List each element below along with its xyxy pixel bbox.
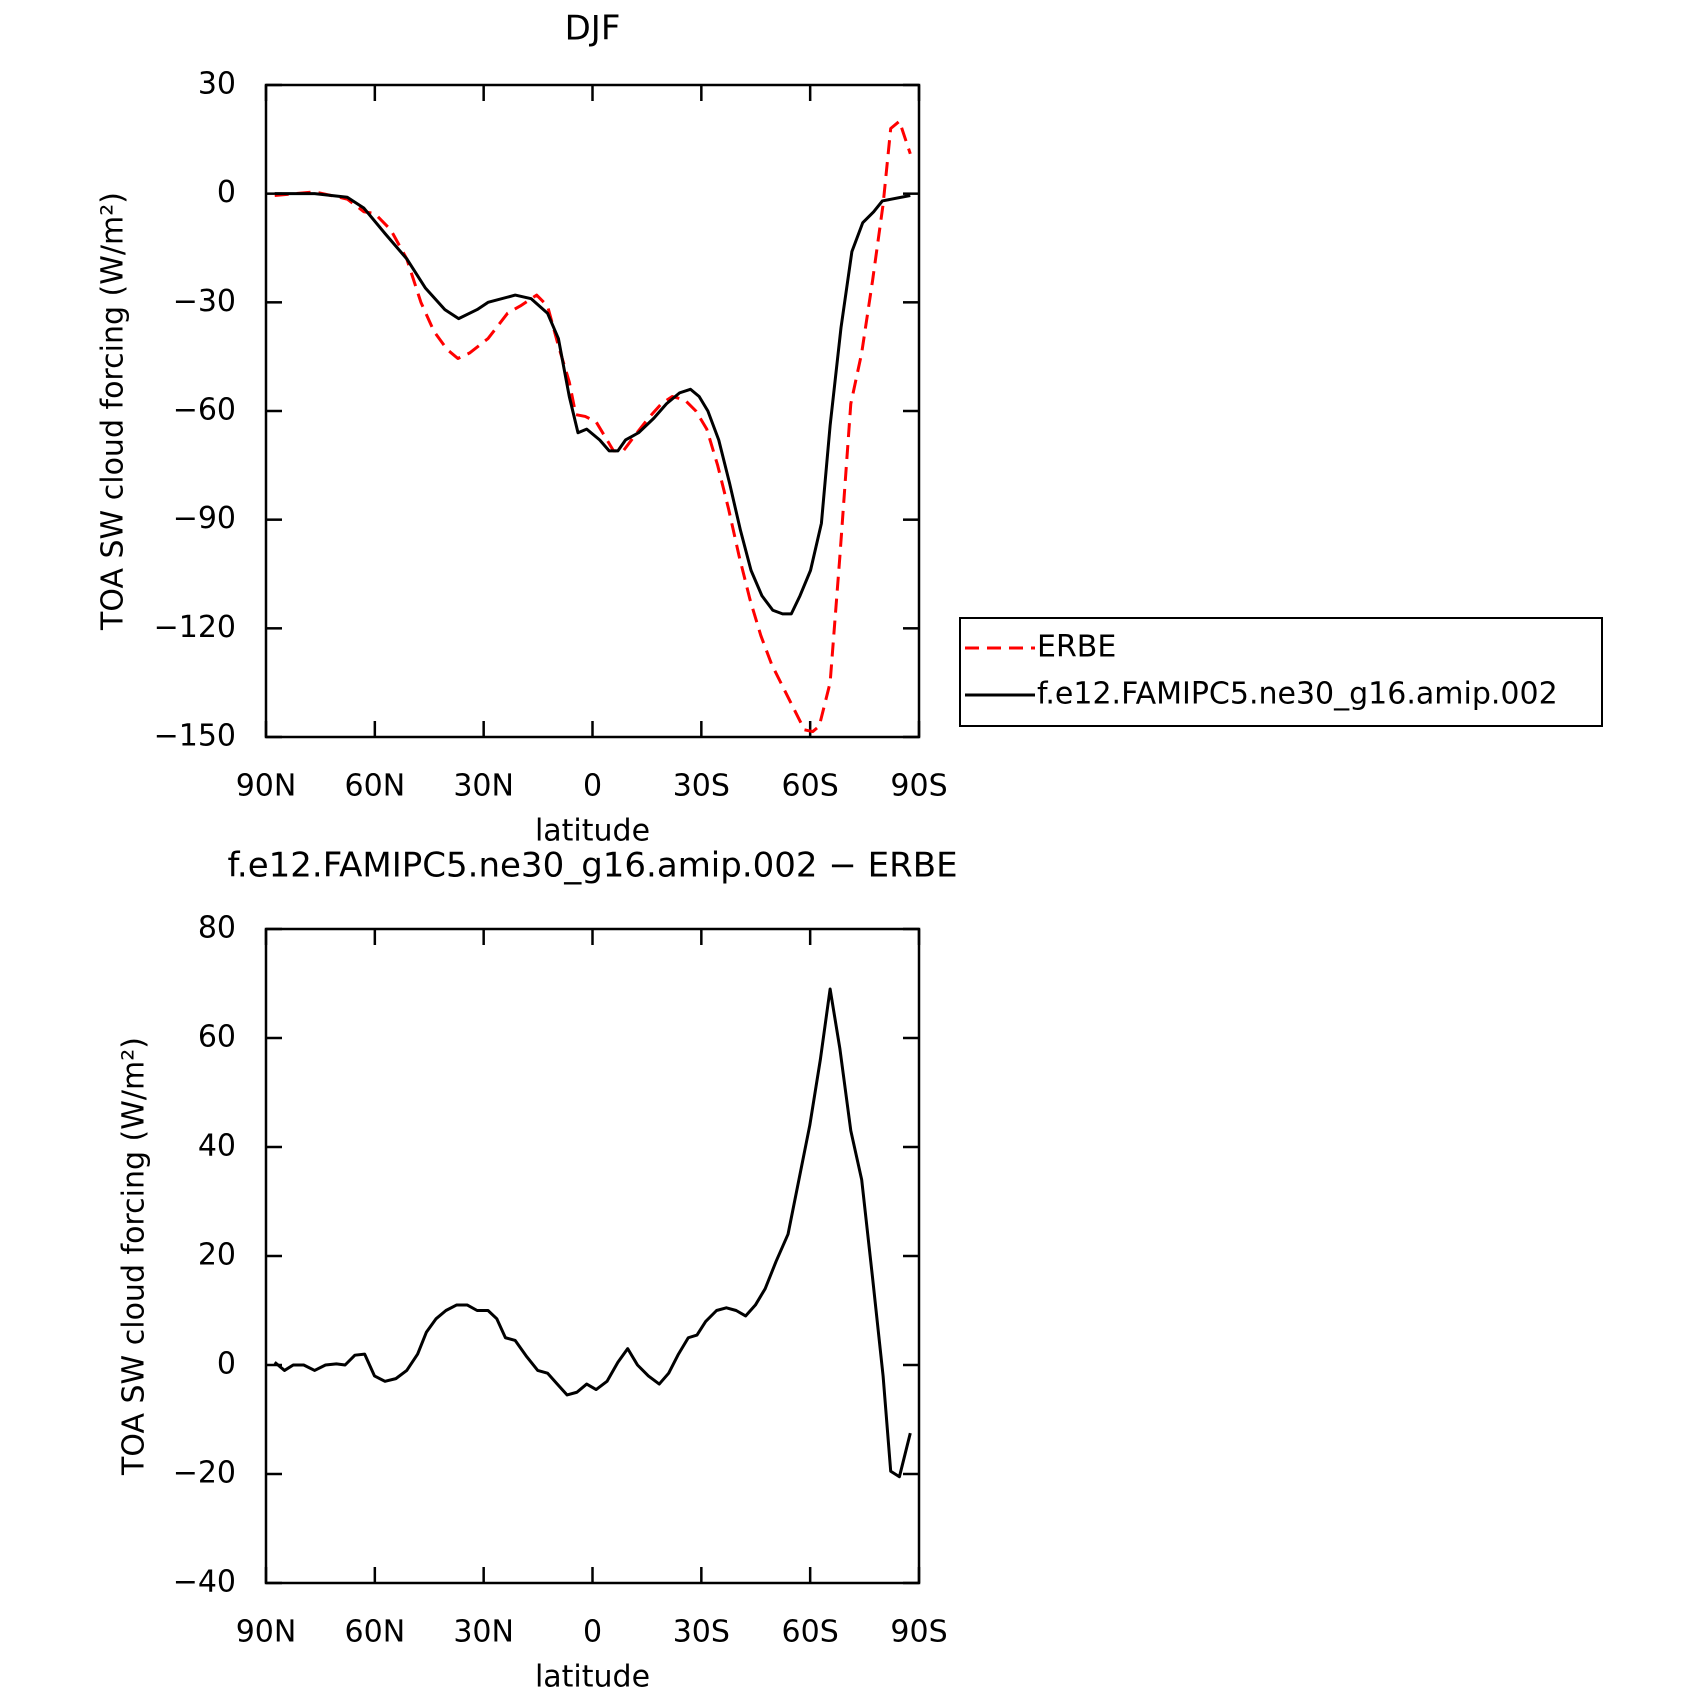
x-axis-label: latitude	[535, 814, 650, 849]
x-tick-label: 0	[583, 769, 602, 804]
chart-title: f.e12.FAMIPC5.ne30_g16.amip.002 − ERBE	[227, 846, 957, 886]
y-tick-label: 60	[198, 1020, 236, 1055]
x-tick-label: 90S	[890, 1615, 947, 1650]
x-tick-label: 0	[583, 1615, 602, 1650]
y-tick-label: 80	[198, 911, 236, 946]
y-tick-label: 0	[217, 175, 236, 210]
chart-title: DJF	[565, 9, 621, 49]
legend-box	[959, 617, 1603, 727]
y-tick-label: −60	[173, 393, 236, 428]
y-axis-label: TOA SW cloud forcing (W/m²)	[96, 192, 131, 631]
plot-frame	[264, 927, 921, 1585]
x-tick-label: 30N	[453, 769, 514, 804]
plot-frame	[264, 83, 921, 739]
x-tick-label: 60N	[345, 769, 406, 804]
series-line	[274, 119, 912, 734]
x-tick-label: 60S	[782, 769, 839, 804]
y-tick-label: −150	[154, 719, 236, 754]
y-tick-label: −90	[173, 501, 236, 536]
x-tick-label: 30S	[673, 769, 730, 804]
legend-label: ERBE	[1037, 630, 1116, 665]
y-tick-label: 30	[198, 67, 236, 102]
y-tick-label: −40	[173, 1565, 236, 1600]
x-tick-label: 60N	[345, 1615, 406, 1650]
series-line	[274, 192, 911, 616]
x-tick-label: 90N	[236, 1615, 297, 1650]
y-tick-label: −20	[173, 1456, 236, 1491]
y-axis-label: TOA SW cloud forcing (W/m²)	[117, 1037, 152, 1476]
y-tick-label: −30	[173, 284, 236, 319]
legend-label: f.e12.FAMIPC5.ne30_g16.amip.002	[1037, 677, 1558, 712]
x-tick-label: 30N	[453, 1615, 514, 1650]
x-tick-label: 30S	[673, 1615, 730, 1650]
x-tick-label: 90S	[890, 769, 947, 804]
x-tick-label: 90N	[236, 769, 297, 804]
y-tick-label: −120	[154, 610, 236, 645]
x-tick-label: 60S	[782, 1615, 839, 1650]
y-tick-label: 40	[198, 1129, 236, 1164]
y-tick-label: 0	[217, 1347, 236, 1382]
y-tick-label: 20	[198, 1238, 236, 1273]
series-line	[273, 987, 912, 1479]
x-axis-label: latitude	[535, 1660, 650, 1691]
